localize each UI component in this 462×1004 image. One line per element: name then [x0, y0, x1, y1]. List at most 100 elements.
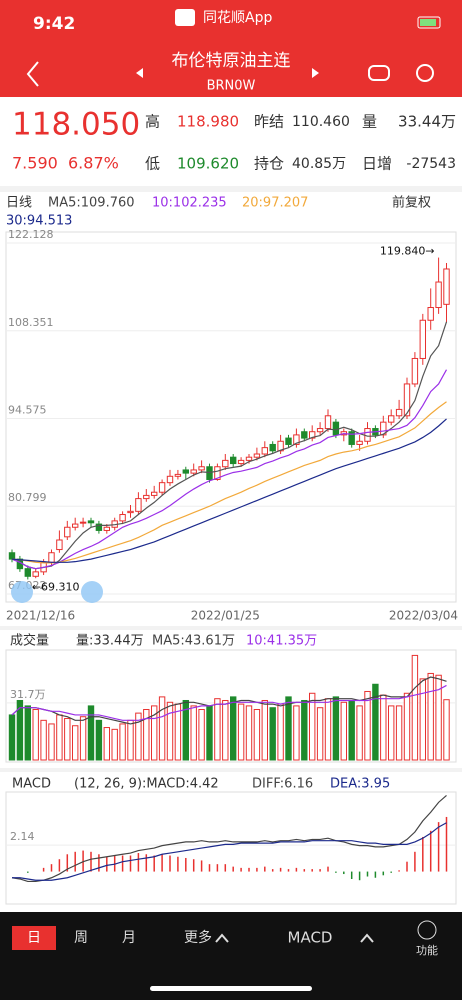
candle-body: [24, 568, 32, 577]
volume-bar: [143, 709, 150, 761]
adjust[interactable]: 前复权: [392, 195, 431, 211]
y-tick-label: 2.14: [10, 830, 35, 843]
tab-more[interactable]: 更多: [184, 929, 212, 946]
label: 量: [362, 113, 377, 131]
robot[interactable]: [368, 65, 390, 81]
candle-body: [395, 408, 403, 417]
search[interactable]: [416, 64, 434, 82]
volume-bar: [277, 703, 284, 761]
volume-bar: [79, 716, 87, 761]
candle-body: [332, 421, 340, 436]
volume-bar: [72, 725, 79, 761]
volume-bar: [40, 719, 47, 761]
func-icon[interactable]: [417, 920, 437, 940]
volume-bar: [403, 692, 411, 761]
label: 昨结: [254, 113, 284, 131]
vol-ma10: 10:41.35万: [246, 634, 317, 649]
value: 118.980: [177, 113, 239, 131]
label: 高: [145, 113, 160, 131]
candle-body: [48, 552, 55, 563]
candle-body: [206, 466, 213, 480]
candle-body: [356, 440, 363, 445]
change-pct: 6.87%: [68, 154, 119, 173]
volume-bar: [158, 696, 166, 761]
volume-bar: [316, 707, 324, 761]
volume-bar: [64, 718, 71, 761]
ma10-legend: 10:102.235: [152, 196, 227, 211]
volume-bar: [174, 703, 182, 761]
ma20-legend: 20:97.207: [242, 196, 308, 211]
volume-bar: [356, 705, 363, 761]
value: -27543: [406, 156, 456, 172]
line: [11, 321, 448, 570]
volume-bar: [48, 723, 55, 761]
tab-active[interactable]: [12, 926, 56, 950]
battery: [417, 16, 441, 29]
volume-bar: [16, 699, 24, 761]
volume-bar: [182, 699, 190, 761]
zoom-button: [81, 581, 103, 603]
volume-bar: [237, 703, 245, 761]
line: [11, 684, 447, 721]
volume-bar: [206, 705, 213, 761]
volume-bar: [301, 699, 308, 761]
vol-title[interactable]: 成交量: [10, 633, 49, 649]
candle-body: [435, 281, 442, 309]
volume-bar: [411, 654, 419, 761]
dea-legend: DEA:3.95: [330, 777, 390, 792]
tab-month[interactable]: 月: [122, 930, 136, 946]
volume-bar: [293, 705, 300, 761]
tab-week[interactable]: 周: [74, 930, 88, 946]
candle-body: [380, 421, 387, 436]
candle-body: [198, 466, 205, 471]
func[interactable]: 功能: [416, 943, 438, 957]
volume-bar: [285, 696, 292, 761]
volume-bar: [253, 709, 261, 761]
volume-bar: [119, 723, 126, 761]
app-name: 同花顺App: [203, 10, 272, 26]
label: 低: [145, 155, 160, 173]
volume-bar: [111, 728, 118, 761]
price-frame: [5, 231, 457, 603]
candle-body: [64, 526, 71, 538]
volume-bar: [32, 709, 39, 761]
home-indicator: [150, 986, 312, 991]
candle-body: [79, 521, 87, 524]
divider: [0, 186, 462, 192]
volume-bar: [190, 705, 197, 761]
label: 日增: [362, 155, 392, 173]
candle-body: [174, 473, 182, 477]
candle-body: [285, 437, 292, 445]
volume-bar: [427, 672, 434, 761]
label: 持仓: [254, 155, 284, 173]
price: 118.050: [12, 107, 140, 143]
tab-day[interactable]: 日: [27, 930, 41, 946]
y-tick-label: 122.128: [8, 228, 54, 241]
candle-body: [348, 431, 355, 445]
volume-bar: [443, 699, 450, 761]
macd-title[interactable]: MACD: [12, 777, 51, 792]
volume-bar: [340, 701, 348, 761]
clock: 9:42: [33, 14, 75, 34]
volume-bar: [348, 699, 355, 761]
ma5-legend: MA5:109.760: [48, 196, 135, 211]
candle-body: [316, 428, 324, 433]
volume-bar: [222, 699, 229, 761]
candle-body: [301, 431, 308, 439]
volume-bar: [135, 712, 142, 761]
indicator-select[interactable]: MACD: [288, 929, 333, 947]
candle-body: [166, 475, 174, 484]
vol-frame: [5, 649, 457, 763]
y-tick-label: 108.351: [8, 316, 54, 329]
volume-bar: [388, 705, 395, 761]
period[interactable]: 日线: [6, 196, 32, 211]
candle-body: [419, 319, 427, 359]
volume-bar: [332, 696, 340, 761]
volume-bar: [419, 678, 427, 761]
candle-body: [8, 552, 16, 560]
volume-bar: [364, 690, 371, 761]
back-button[interactable]: [26, 61, 39, 87]
candle-body: [214, 466, 221, 480]
volume-bar: [8, 714, 16, 761]
